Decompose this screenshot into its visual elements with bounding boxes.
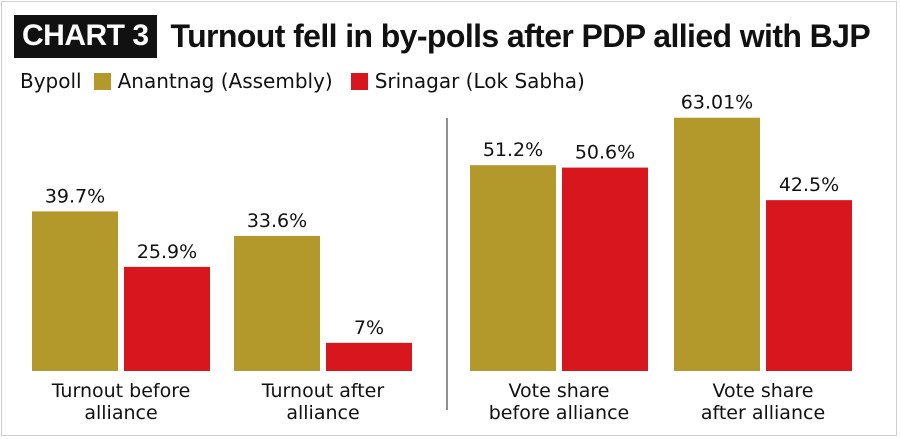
- bar-panel0-group1-series0: [234, 235, 320, 371]
- chart-number-tag: CHART 3: [14, 14, 157, 58]
- bar-panel0-group0-series1: [124, 266, 210, 371]
- category-label-panel1-group1-line0: Vote share: [713, 380, 814, 402]
- legend-item-srinagar: Srinagar (Lok Sabha): [350, 69, 585, 93]
- category-label-panel0-group0-line0: Turnout before: [51, 380, 191, 402]
- category-label-panel0-group0-line1: alliance: [84, 402, 157, 424]
- bar-panel0-group1-series1: [326, 342, 412, 371]
- data-label-panel0-group0-series0: 39.7%: [45, 185, 105, 207]
- bar-panel0-group0-series0: [32, 211, 118, 371]
- data-label-panel0-group0-series1: 25.9%: [137, 241, 197, 263]
- legend-swatch-anantnag: [93, 72, 111, 90]
- category-label-panel1-group0-line1: before alliance: [489, 402, 630, 424]
- data-label-panel0-group1-series0: 33.6%: [247, 210, 307, 232]
- category-label-panel0-group1-line1: alliance: [286, 402, 359, 424]
- chart-header: CHART 3 Turnout fell in by-polls after P…: [14, 14, 871, 58]
- data-label-panel1-group1-series0: 63.01%: [681, 92, 753, 114]
- category-label-panel1-group1-line1: after alliance: [701, 402, 825, 424]
- legend-item-anantnag: Anantnag (Assembly): [93, 69, 333, 93]
- category-label-panel0-group1-line0: Turnout after: [261, 380, 385, 402]
- category-label-panel1-group0-line0: Vote share: [509, 380, 610, 402]
- legend-swatch-srinagar: [350, 72, 368, 90]
- data-label-panel1-group0-series0: 51.2%: [483, 139, 543, 161]
- legend-title: Bypoll: [20, 69, 82, 93]
- data-label-panel0-group1-series1: 7%: [354, 317, 384, 339]
- data-label-panel1-group0-series1: 50.6%: [575, 142, 635, 164]
- bar-panel1-group0-series1: [562, 167, 648, 371]
- bar-panel1-group0-series0: [470, 165, 556, 371]
- bar-panel1-group1-series1: [766, 200, 852, 371]
- chart-title: Turnout fell in by-polls after PDP allie…: [170, 17, 871, 54]
- legend: Bypoll Anantnag (Assembly) Srinagar (Lok…: [20, 68, 603, 94]
- bar-panel1-group1-series0: [674, 117, 760, 371]
- legend-label-anantnag: Anantnag (Assembly): [117, 69, 333, 93]
- legend-label-srinagar: Srinagar (Lok Sabha): [374, 69, 585, 93]
- data-label-panel1-group1-series1: 42.5%: [779, 174, 839, 196]
